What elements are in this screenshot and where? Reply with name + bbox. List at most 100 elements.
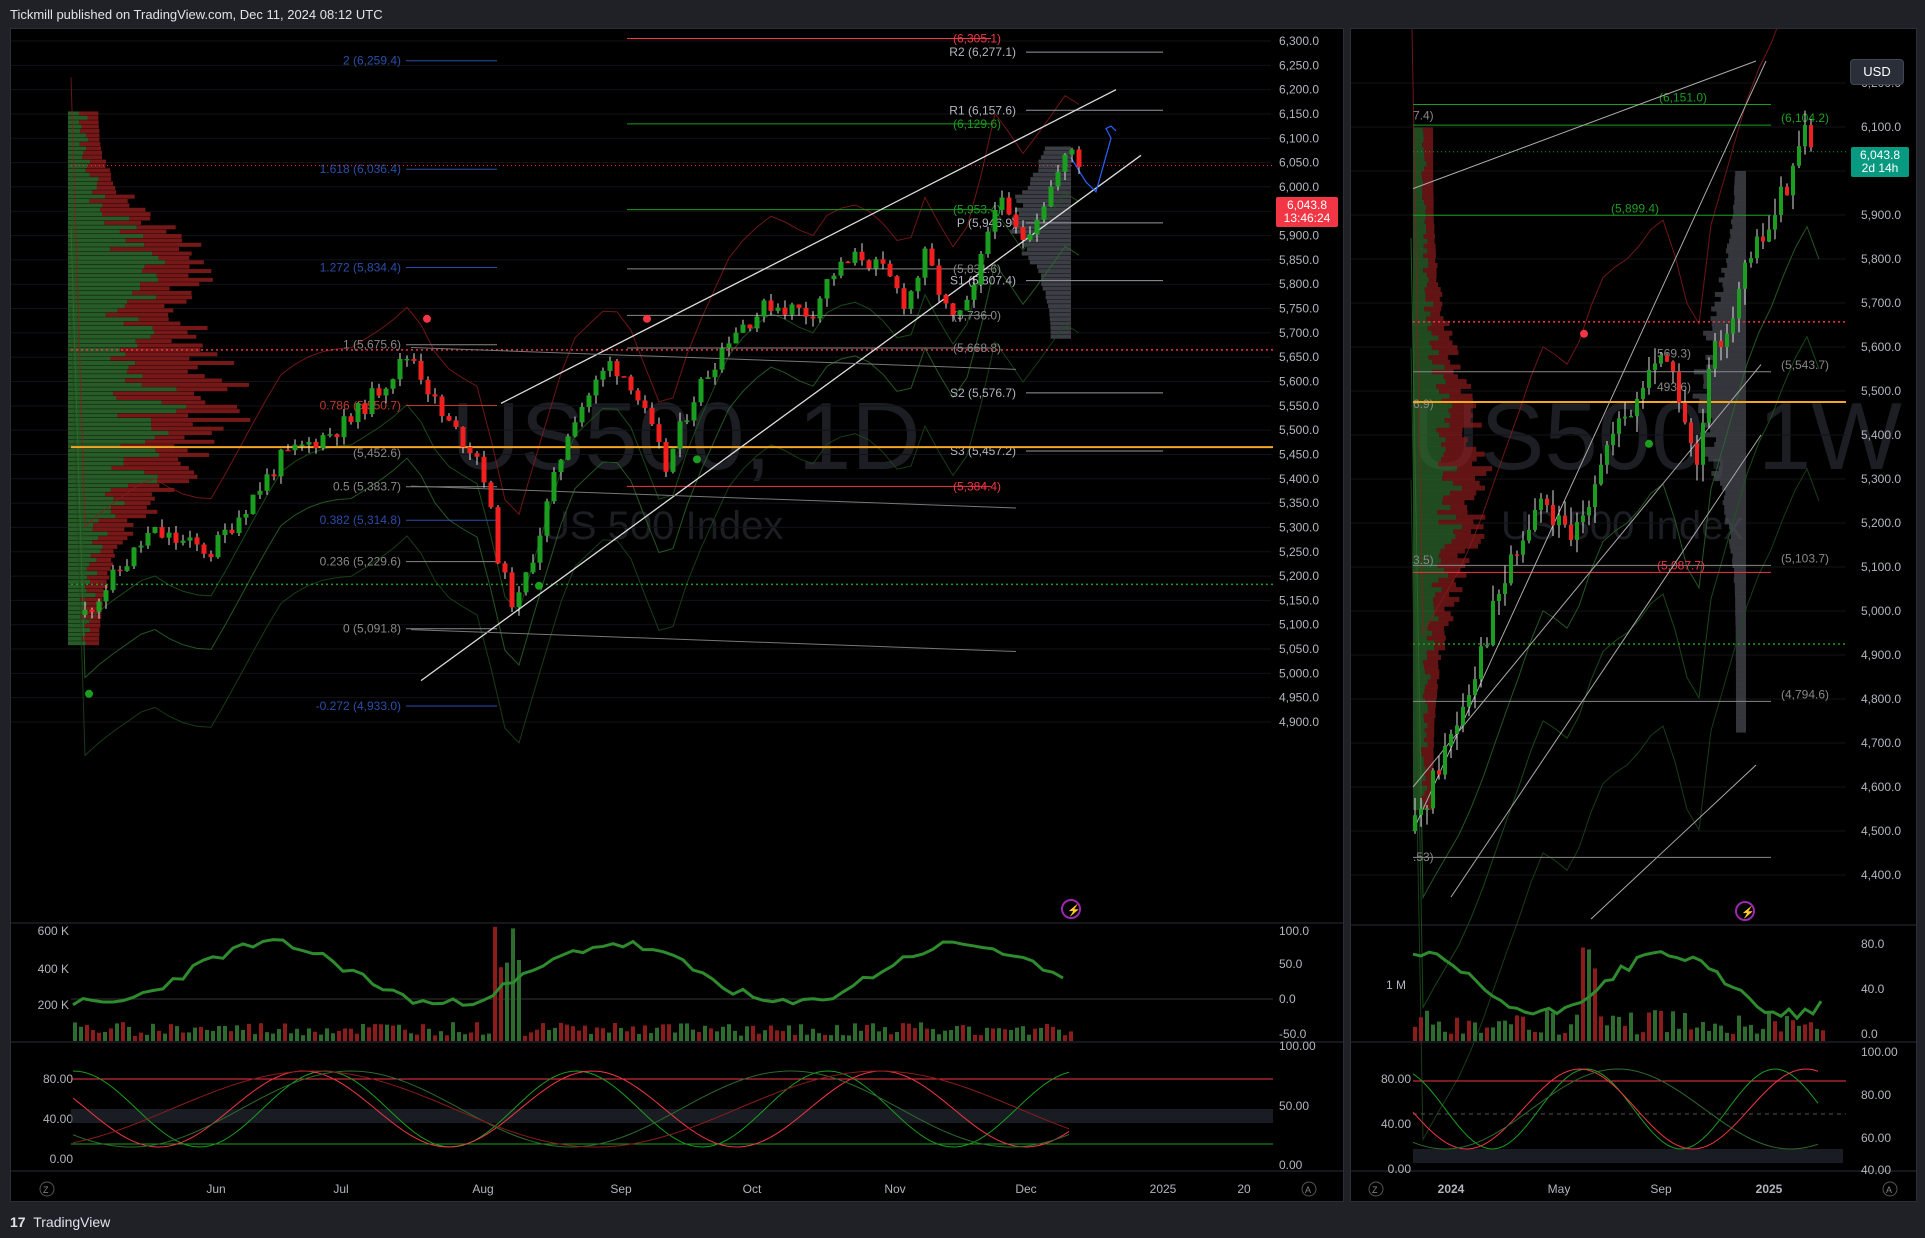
weekly-price-axis[interactable]: 6,200.06,100.06,000.05,900.05,800.05,700… <box>1861 76 1901 882</box>
daily-chart-panel[interactable]: US500, 1D US 500 Index 2 (6,259.4) 1.618 … <box>10 28 1344 1202</box>
weekly-chart-panel[interactable]: US500, 1W US 500 Index (6,151.0) (6,104.2… <box>1350 28 1917 1202</box>
profile-bar-down <box>1436 383 1472 389</box>
candle-up <box>964 299 970 311</box>
profile-bar-up <box>1413 785 1428 791</box>
lightning-alert-icon[interactable] <box>1735 901 1755 921</box>
profile-bar-up <box>68 115 88 120</box>
profile-bar-down <box>120 347 201 352</box>
profile-bar-down <box>92 540 123 545</box>
zoom-icon-glyph: Z <box>1372 1185 1378 1195</box>
volume-bar <box>193 1027 197 1041</box>
profile-bar-down <box>111 466 189 471</box>
profile-bar-up <box>1413 267 1424 273</box>
daily-last-price: 6,043.8 <box>1286 198 1328 212</box>
volume-bar <box>1731 1033 1735 1041</box>
candle-up <box>1617 418 1621 434</box>
volume-bar <box>1009 1029 1013 1041</box>
volume-bar <box>1671 1011 1675 1041</box>
profile-bar-up <box>68 282 141 287</box>
profile-bar-down <box>1441 398 1473 404</box>
lightning-alert-icon[interactable] <box>1061 899 1081 919</box>
trend-line <box>410 346 1017 370</box>
profile-bar-down <box>159 452 210 457</box>
profile-bar-down <box>100 207 146 212</box>
auto-scale-icon[interactable] <box>1882 1181 1898 1197</box>
channel-trendlines[interactable] <box>85 89 1142 698</box>
profile-bar-up <box>1413 398 1442 404</box>
volume-bar <box>667 1024 671 1041</box>
profile-bar-down <box>89 159 107 164</box>
volume-bar <box>811 1028 815 1041</box>
price-tick-label: 5,250.0 <box>1279 545 1319 559</box>
profile-bar-up <box>1413 504 1451 510</box>
profile-bar-session <box>1735 669 1746 675</box>
volume-bar <box>1623 1025 1627 1041</box>
daily-time-axis[interactable]: Jun Jul Aug Sep Oct Nov Dec 2025 20 <box>206 1182 1251 1196</box>
profile-bar-down <box>110 487 175 492</box>
candle-up <box>145 532 151 546</box>
candle-down <box>1006 197 1012 215</box>
profile-bar-session <box>1720 296 1746 302</box>
fib-label: -0.272 (4,933.0) <box>316 699 401 713</box>
profile-bar-down <box>132 290 192 295</box>
profile-bar-up <box>68 260 166 265</box>
profile-bar-down <box>85 133 100 138</box>
stoch-band <box>1413 1149 1843 1163</box>
profile-bar-up <box>68 374 143 379</box>
fib-label: 1 (5,675.6) <box>343 338 401 352</box>
daily-price-axis[interactable]: 6,300.0 6,250.0 6,200.0 6,150.0 6,100.0 6,050… <box>1279 34 1319 729</box>
candle-up <box>726 343 732 349</box>
profile-bar-up <box>68 391 114 396</box>
price-tick-label: 4,400.0 <box>1861 868 1901 882</box>
candle-up <box>341 416 347 438</box>
profile-bar-down <box>81 636 100 641</box>
profile-bar-session <box>1735 616 1746 622</box>
price-tick-label: 5,700.0 <box>1861 296 1901 310</box>
profile-bar-up <box>1413 291 1426 297</box>
profile-bar-up <box>68 487 111 492</box>
candle-down <box>936 265 942 295</box>
candle-up <box>264 474 270 491</box>
candle-up <box>1521 540 1525 555</box>
volume-bar <box>853 1023 857 1041</box>
candle-up <box>1048 186 1054 207</box>
volume-bar <box>1797 1025 1801 1041</box>
profile-bar-down <box>104 220 141 225</box>
profile-bar-up <box>1413 650 1427 656</box>
zoom-icon[interactable] <box>1368 1181 1384 1197</box>
profile-bar-up <box>1413 161 1427 167</box>
profile-bar-down <box>1422 141 1434 147</box>
profile-bar-down <box>1442 500 1465 506</box>
price-tick-label: 4,950.0 <box>1279 691 1319 705</box>
tradingview-brand[interactable]: 17 TradingView <box>10 1214 110 1230</box>
profile-bar-up <box>68 579 91 584</box>
profile-bar-session <box>1734 572 1746 578</box>
profile-bar-down <box>1423 713 1436 719</box>
weekly-time-axis[interactable]: 2024 May Sep 2025 <box>1438 1182 1783 1196</box>
profile-bar-session <box>1023 242 1071 247</box>
profile-bar-down <box>1426 204 1434 210</box>
candle-up <box>1069 149 1075 155</box>
level-label: (6,151.0) <box>1659 91 1707 105</box>
profile-bar-down <box>123 457 179 462</box>
profile-bar-session <box>1735 601 1746 607</box>
weekly-bands <box>1410 29 1820 1142</box>
auto-scale-icon[interactable] <box>1301 1181 1317 1197</box>
candle-down <box>488 482 494 508</box>
weekly-volume-profile <box>1413 127 1746 810</box>
profile-bar-down <box>1448 572 1467 578</box>
weekly-last-price: 6,043.8 <box>1859 148 1901 162</box>
profile-bar-up <box>68 203 103 208</box>
daily-chart-canvas[interactable]: US500, 1D US 500 Index 2 (6,259.4) 1.618 … <box>11 29 1343 1201</box>
profile-bar-up <box>68 378 126 383</box>
profile-bar-down <box>125 352 218 357</box>
profile-bar-session <box>1712 359 1746 365</box>
profile-bar-up <box>68 120 80 125</box>
currency-button[interactable]: USD <box>1850 59 1904 85</box>
profile-bar-down <box>97 571 108 576</box>
volume-bar <box>775 1030 779 1041</box>
profile-bar-down <box>156 295 192 300</box>
signal-dot <box>423 314 431 323</box>
zoom-icon[interactable] <box>39 1181 55 1197</box>
weekly-chart-canvas[interactable]: US500, 1W US 500 Index (6,151.0)(6,104.2… <box>1351 29 1916 1201</box>
